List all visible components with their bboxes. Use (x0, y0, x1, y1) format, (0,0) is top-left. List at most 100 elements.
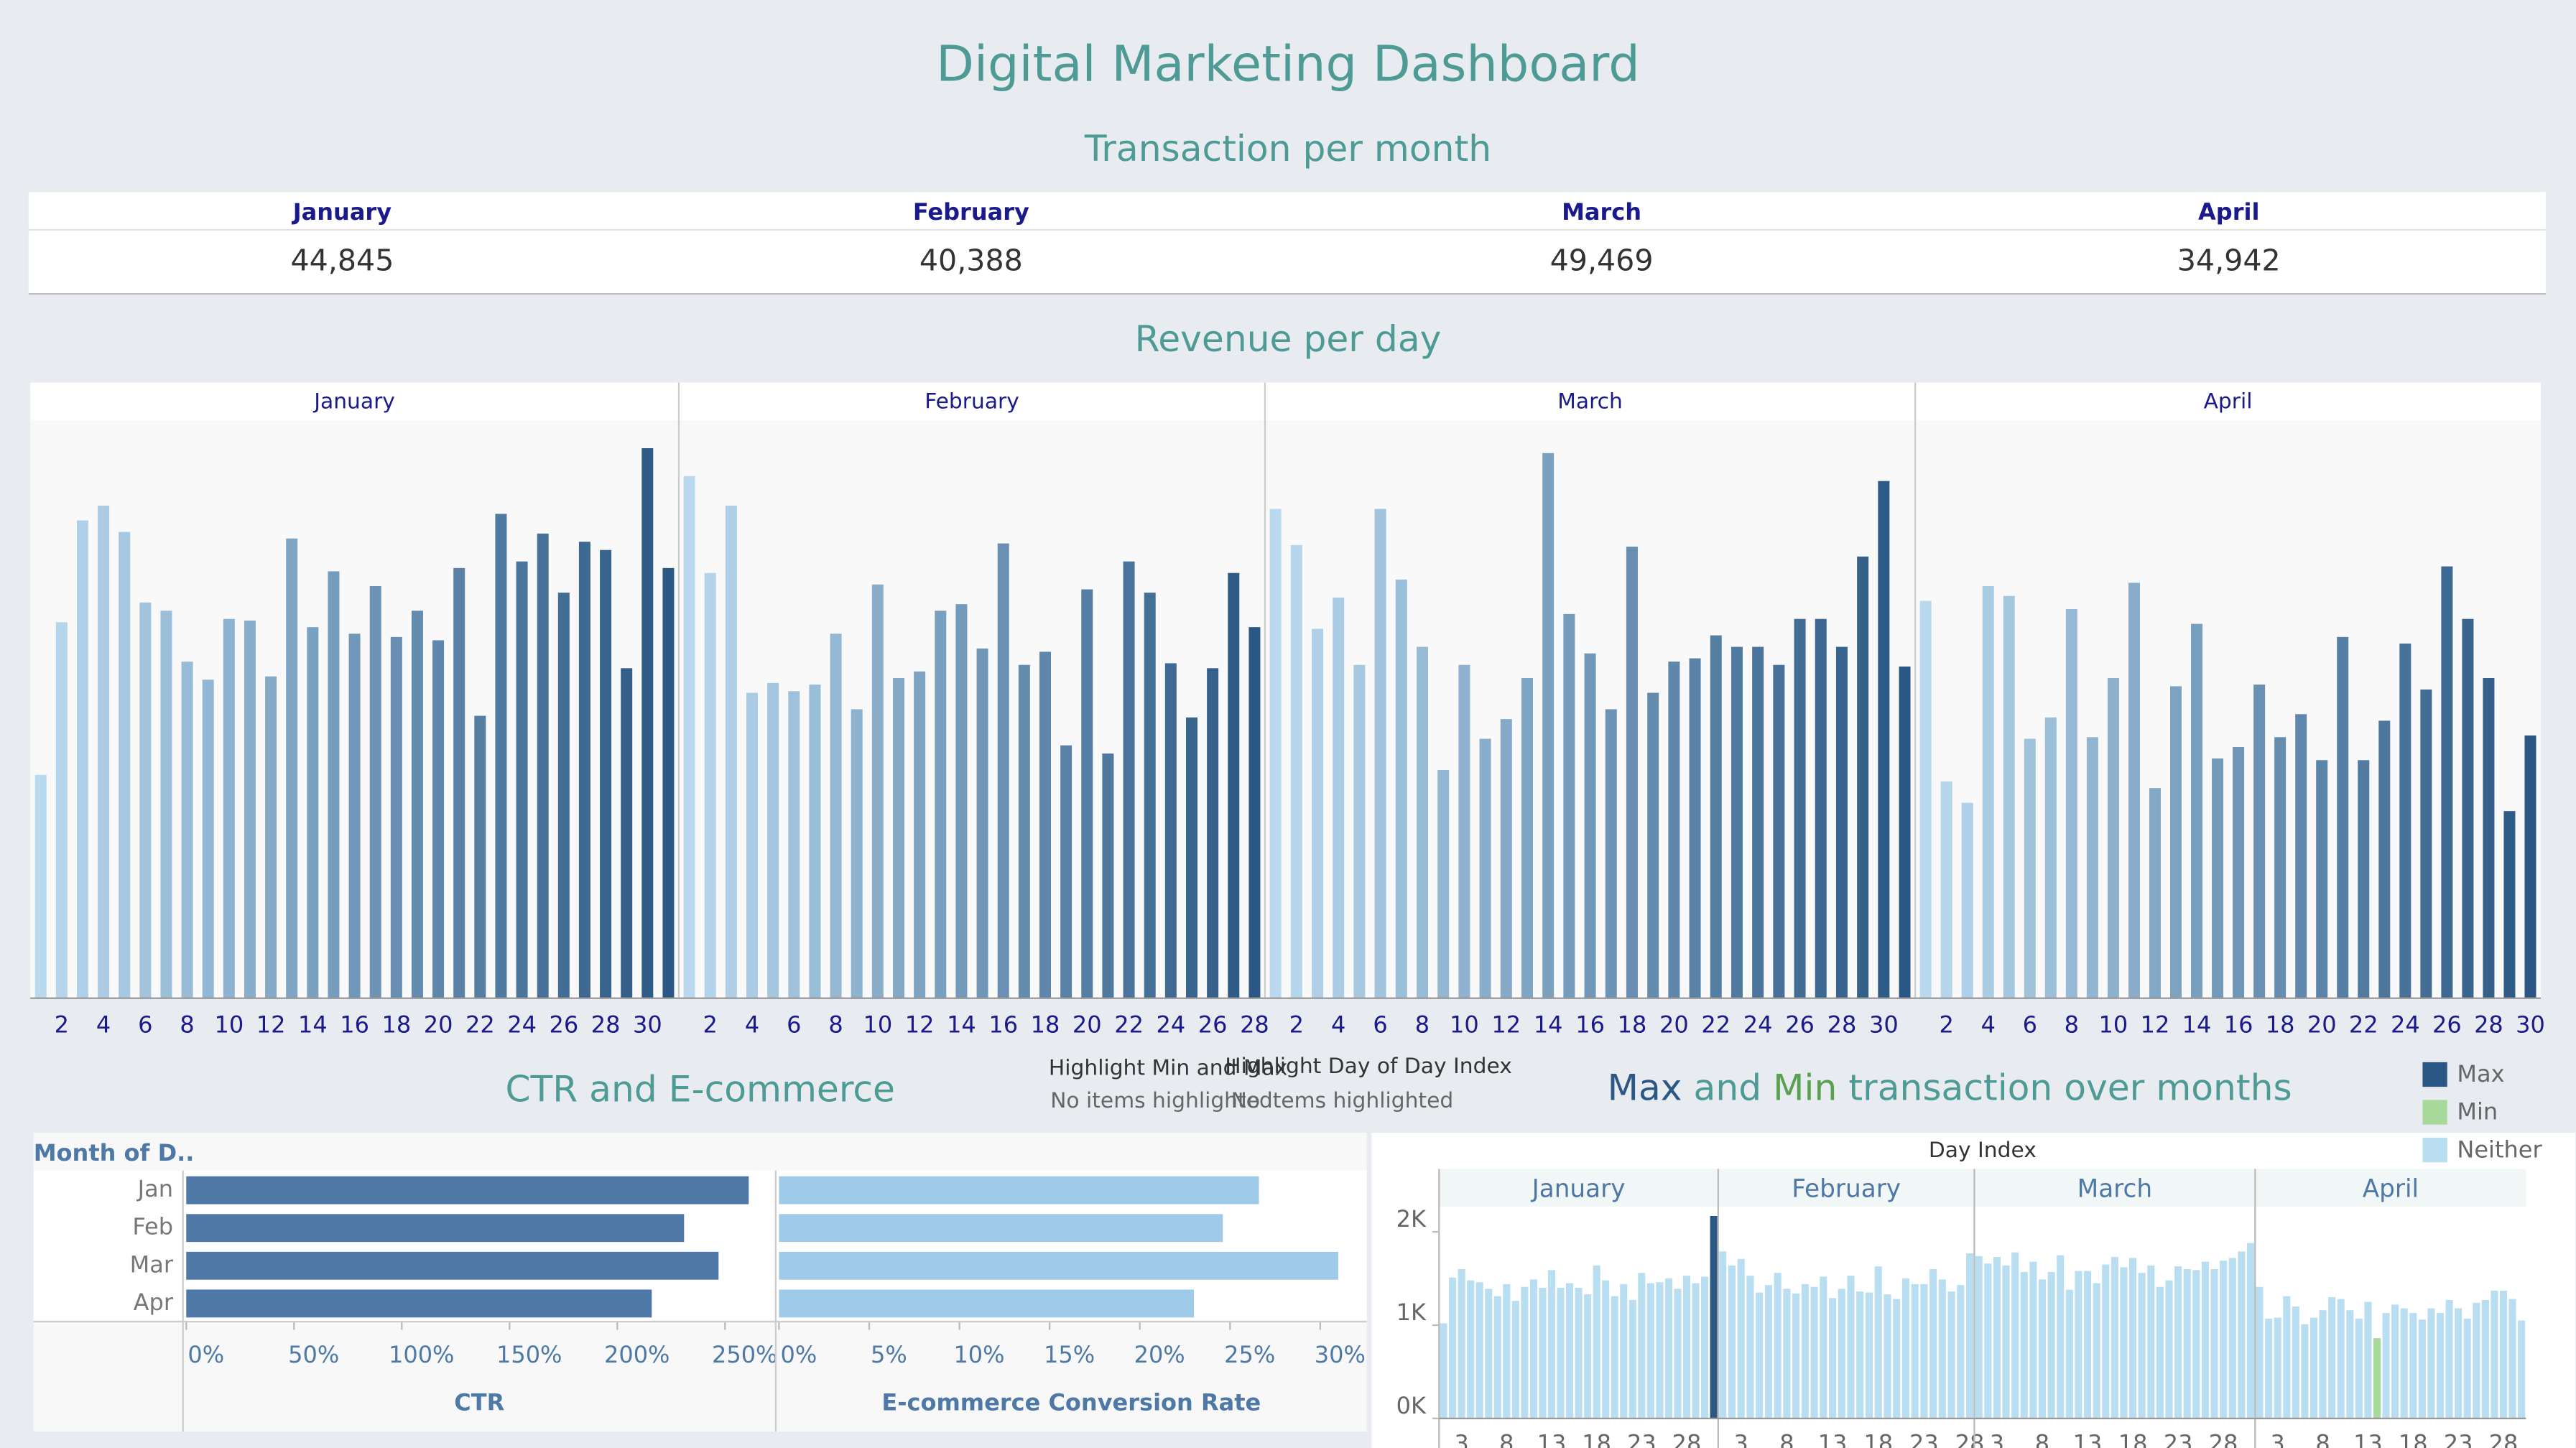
table-cell: 40,388 (919, 243, 1023, 278)
title-part: Min (1773, 1066, 1837, 1108)
bar (2316, 760, 2328, 998)
x-tick-label: 18 (1582, 1429, 1611, 1448)
x-tick-label: 28 (2209, 1429, 2238, 1448)
x-tick-label: 8 (2065, 1011, 2079, 1039)
bar (1884, 1294, 1891, 1419)
bar (1164, 663, 1177, 998)
bar (1710, 1215, 1718, 1419)
bar (1746, 1276, 1754, 1419)
x-tick-label: 20 (1659, 1011, 1689, 1039)
x-tick-label: 22 (465, 1011, 495, 1039)
bar (2149, 788, 2161, 998)
x-tick-label: 2 (1289, 1011, 1304, 1039)
x-tick-label: 10 (2099, 1011, 2128, 1039)
bar (2418, 1319, 2426, 1419)
x-tick-label: 14 (2182, 1011, 2212, 1039)
x-tick-label: 150% (496, 1341, 562, 1368)
bar (2192, 1270, 2200, 1419)
x-tick-label: 18 (2118, 1429, 2148, 1448)
bar (914, 671, 926, 998)
x-tick-label: 24 (1156, 1011, 1185, 1039)
bar (1856, 1291, 1864, 1419)
bar (1893, 1299, 1901, 1419)
x-tick-label: 4 (96, 1011, 111, 1039)
bar (1511, 1301, 1519, 1419)
legend-label: Min (2457, 1098, 2498, 1126)
bar (1563, 613, 1575, 998)
x-tick-label: 28 (1240, 1011, 1269, 1039)
x-tick-label: 20 (424, 1011, 453, 1039)
bar (2503, 811, 2516, 998)
bar (809, 684, 821, 998)
bar (186, 1289, 652, 1318)
x-tick-label: 13 (1537, 1429, 1567, 1448)
bar (1829, 1298, 1837, 1419)
bar (2274, 737, 2287, 998)
bar (1847, 1276, 1855, 1419)
bar (955, 604, 968, 998)
bar (1773, 664, 1785, 998)
bar (307, 627, 319, 998)
table-cell: 44,845 (290, 243, 394, 278)
bar (223, 618, 235, 998)
bar (2233, 747, 2245, 998)
bar (2364, 1301, 2372, 1419)
bar (2120, 1267, 2128, 1419)
x-tick-label: 12 (1491, 1011, 1521, 1039)
bar (2256, 1286, 2264, 1419)
filter-status: No items highlighted (1231, 1088, 1454, 1113)
bar (1783, 1289, 1791, 1419)
bar (181, 662, 193, 998)
y-tick-label: 0K (1396, 1392, 1427, 1419)
panel-header: April (2204, 389, 2253, 414)
bar (1290, 544, 1302, 998)
bar (1731, 646, 1743, 998)
bar (537, 533, 549, 998)
x-tick-label: 30 (1869, 1011, 1899, 1039)
x-tick-label: 8 (180, 1011, 194, 1039)
row-header: Month of D.. (34, 1139, 195, 1166)
bar (1878, 481, 1890, 998)
x-tick-label: 2 (55, 1011, 69, 1039)
filter-title[interactable]: Highlight Min and Max (1049, 1056, 1287, 1081)
bar (474, 715, 486, 998)
x-tick-label: 18 (1863, 1429, 1893, 1448)
x-tick-label: 4 (1981, 1011, 1996, 1039)
x-tick-label: 18 (1618, 1011, 1647, 1039)
bar (2328, 1296, 2336, 1419)
bar (2283, 1296, 2291, 1419)
table-header: January (292, 198, 392, 226)
bar (2253, 684, 2266, 998)
y-tick-label: 2K (1396, 1205, 1427, 1233)
row-label: Apr (134, 1289, 174, 1316)
bar (2382, 1313, 2390, 1419)
bar (1605, 709, 1617, 998)
bar (1756, 1292, 1764, 1419)
bar (34, 774, 47, 998)
y-tick-label: 1K (1396, 1299, 1427, 1326)
bar (2129, 1258, 2137, 1419)
bar (2086, 737, 2098, 998)
bar (976, 648, 988, 998)
dashboard-title: Digital Marketing Dashboard (936, 36, 1640, 93)
bar (871, 584, 884, 998)
bar (2420, 690, 2432, 998)
bar (2212, 758, 2224, 998)
bar (779, 1214, 1223, 1243)
bar (641, 448, 654, 998)
x-tick-label: 8 (1779, 1429, 1794, 1448)
x-tick-label: 18 (2266, 1011, 2295, 1039)
bar (2165, 1280, 2173, 1419)
bar (2319, 1310, 2327, 1419)
filter-title[interactable]: Highlight Day of Day Index (1225, 1054, 1512, 1079)
bar (1638, 1273, 1646, 1419)
bar (2174, 1266, 2182, 1419)
bar (2065, 609, 2077, 998)
panel-header: February (925, 389, 1019, 414)
bar (1467, 1280, 1475, 1419)
x-tick-label: 23 (1627, 1429, 1657, 1448)
row-label: Feb (132, 1213, 173, 1240)
bar (2107, 678, 2119, 998)
bar (1689, 658, 1701, 998)
